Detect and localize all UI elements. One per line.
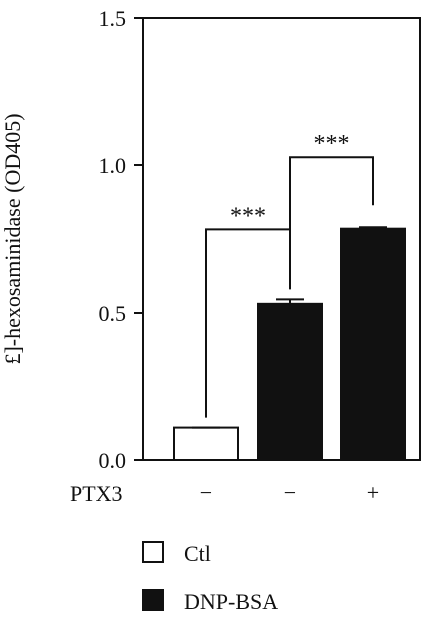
y-tick-label-2: 1.0 bbox=[99, 153, 127, 178]
y-tick-label-3: 1.5 bbox=[99, 6, 127, 31]
legend-label-dnp-bsa: DNP-BSA bbox=[184, 589, 278, 614]
condition-marker-1: − bbox=[200, 480, 212, 505]
bar-dnp-bsa bbox=[257, 302, 323, 461]
y-tick-label-0: 0.0 bbox=[99, 448, 127, 473]
significance-label-2: *** bbox=[314, 131, 350, 157]
bar-dnp-bsa-ptx3 bbox=[340, 227, 406, 461]
legend-swatch-dnp-bsa bbox=[142, 589, 164, 611]
significance-bracket-2 bbox=[289, 156, 374, 290]
legend-label-ctl: Ctl bbox=[184, 541, 211, 566]
legend-swatch-ctl bbox=[142, 541, 164, 563]
bar-ctl bbox=[173, 426, 239, 462]
y-axis-label: £]-hexosaminidase (OD405) bbox=[0, 113, 25, 364]
condition-row-label: PTX3 bbox=[70, 481, 123, 506]
significance-label-1: *** bbox=[230, 203, 266, 229]
condition-marker-3: + bbox=[367, 480, 379, 505]
y-tick-label-1: 0.5 bbox=[99, 301, 127, 326]
condition-marker-2: − bbox=[284, 480, 296, 505]
